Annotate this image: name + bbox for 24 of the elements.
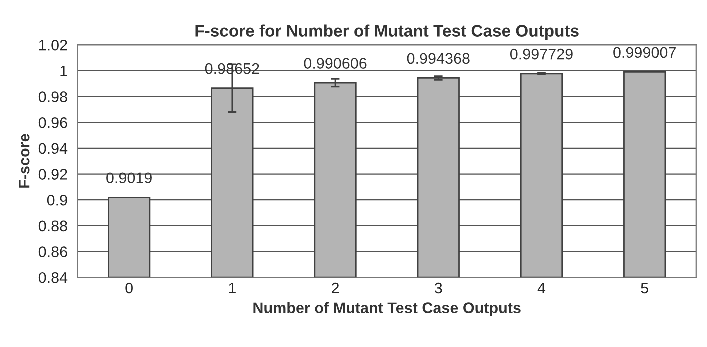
y-tick-label: 1: [60, 66, 68, 76]
data-label: 0.990606: [304, 58, 367, 69]
y-tick-label: 0.86: [38, 246, 68, 258]
x-tick-label: 3: [434, 282, 442, 294]
data-label: 0.997729: [510, 48, 573, 60]
x-tick-label: 1: [229, 283, 236, 294]
y-tick-label: 0.88: [38, 220, 68, 232]
chart-title: F-score for Number of Mutant Test Case Outputs: [196, 24, 579, 40]
y-tick-label: 0.98: [38, 92, 68, 102]
y-tick-label: 0.96: [38, 117, 68, 128]
data-label: 0.994368: [407, 53, 470, 64]
y-tick-label: 0.94: [38, 143, 68, 154]
data-label: 0.999007: [614, 47, 676, 58]
x-axis-title: Number of Mutant Test Case Outputs: [254, 302, 521, 316]
x-tick-label: 0: [126, 282, 133, 294]
y-tick-label: 0.9: [47, 194, 68, 206]
y-axis-title: F-score: [19, 134, 30, 188]
y-tick-label: 0.84: [38, 272, 68, 284]
x-tick-label: 5: [641, 283, 648, 294]
y-tick-label: 1.02: [39, 40, 68, 51]
x-tick-label: 2: [332, 282, 340, 294]
x-tick-label: 4: [538, 283, 546, 294]
data-label: 0.9019: [106, 172, 152, 184]
y-tick-label: 0.92: [38, 169, 68, 180]
